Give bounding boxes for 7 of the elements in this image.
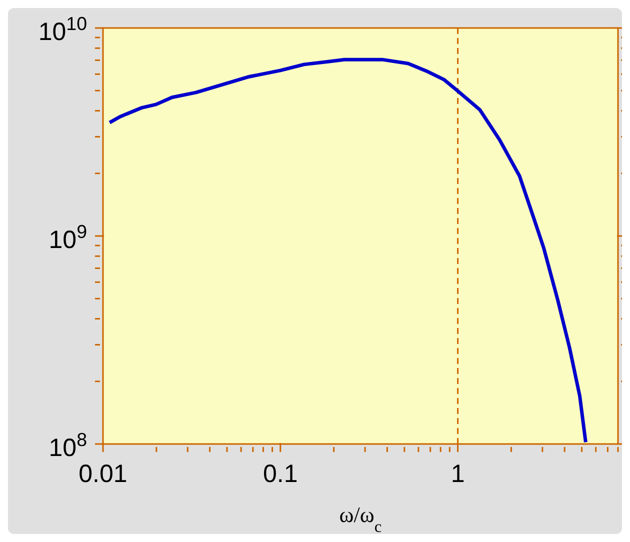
y-tick-label: 10$^{8}$ bbox=[48, 428, 87, 462]
x-tick-label: 0.1 bbox=[263, 460, 298, 488]
y-tick-label: 10$^{9}$ bbox=[48, 220, 87, 254]
y-tick-label: 10$^{10}$ bbox=[38, 12, 87, 46]
x-tick-label: 1 bbox=[450, 460, 465, 488]
x-axis-title: ω/ω$_{c}$ bbox=[339, 502, 382, 536]
x-tick-label: 0.01 bbox=[78, 460, 128, 488]
